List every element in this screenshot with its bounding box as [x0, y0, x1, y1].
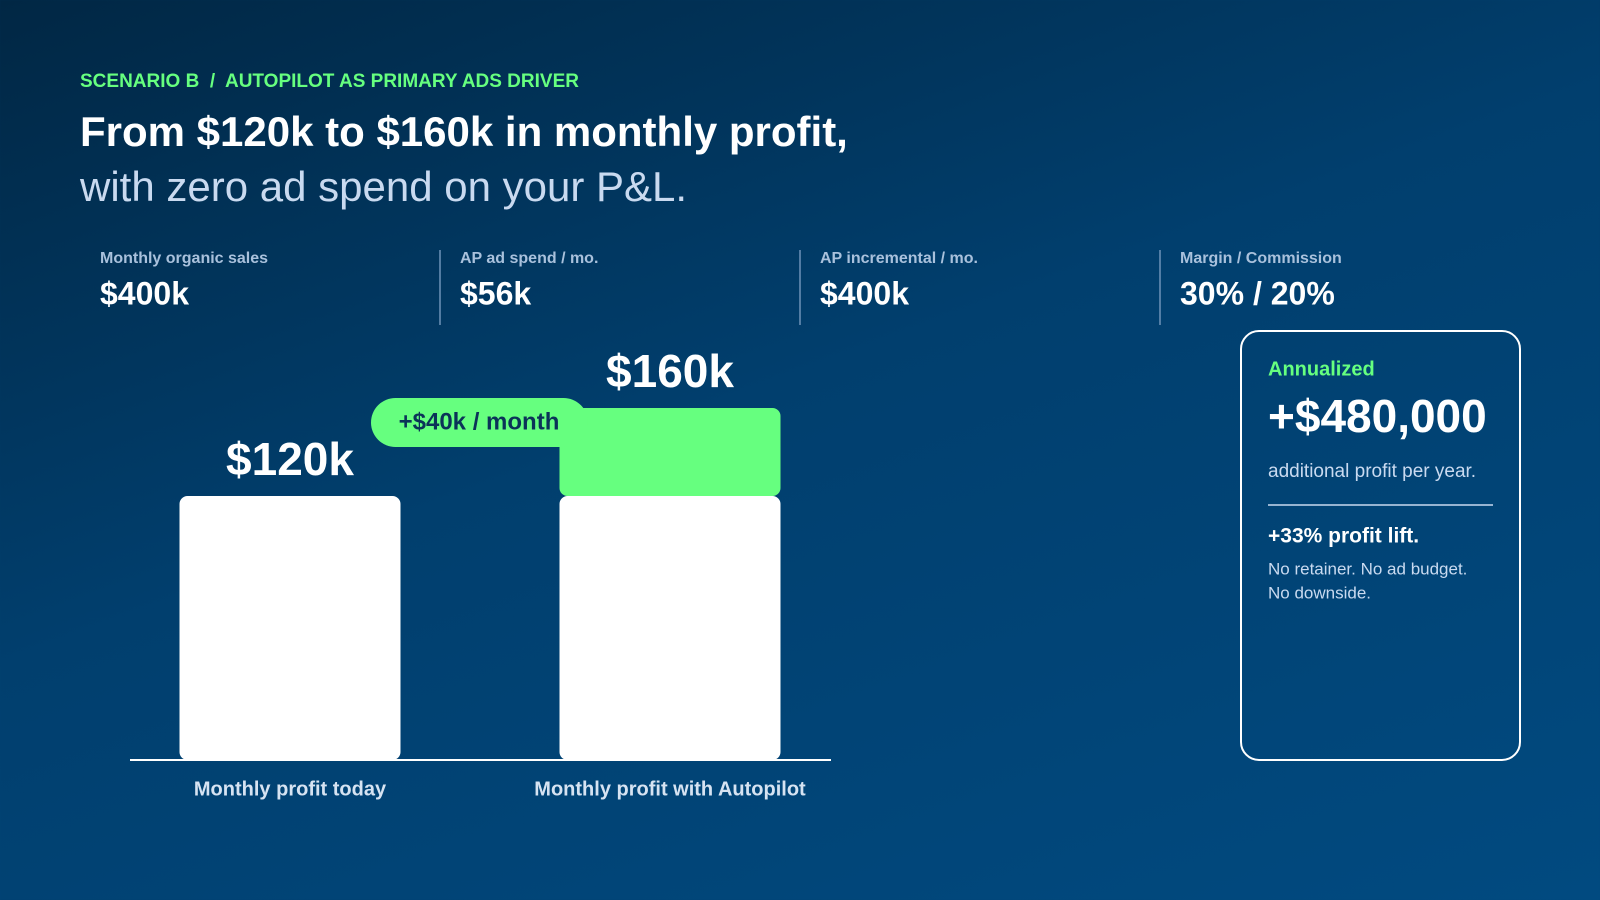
- card-eyebrow: Annualized: [1268, 358, 1375, 380]
- title: From $120k to $160k in monthly profit,: [80, 108, 848, 155]
- bar: [179, 496, 401, 760]
- total-label: $120k: [226, 433, 354, 485]
- subtitle: with zero ad spend on your P&L.: [79, 163, 687, 210]
- stat-value: $400k: [820, 275, 909, 311]
- card-value: +$480,000: [1268, 390, 1487, 442]
- stat-label: Monthly organic sales: [100, 250, 268, 267]
- stat-label: AP incremental / mo.: [820, 250, 978, 267]
- stat-label: AP ad spend / mo.: [460, 250, 598, 267]
- card-caption: additional profit per year.: [1268, 461, 1476, 482]
- x-tick-label: Monthly profit with Autopilot: [534, 778, 806, 800]
- card-note: No downside.: [1268, 583, 1371, 602]
- stat-value: 30% / 20%: [1180, 275, 1335, 311]
- annotation-pill: [371, 398, 588, 447]
- total-label: $160k: [606, 345, 734, 397]
- eyebrow: SCENARIO B / AUTOPILOT AS PRIMARY ADS DR…: [80, 71, 579, 92]
- card: [1240, 330, 1521, 761]
- stat-label: Margin / Commission: [1180, 250, 1342, 267]
- annotation: +$40k / month: [399, 408, 560, 435]
- card-note: No retainer. No ad budget.: [1268, 559, 1467, 578]
- stat-value: $56k: [460, 275, 531, 311]
- card-lift: +33% profit lift.: [1268, 525, 1419, 548]
- stat-value: $400k: [100, 275, 189, 311]
- x-tick-label: Monthly profit today: [194, 778, 387, 800]
- bar: [559, 496, 781, 760]
- bar: [559, 408, 781, 496]
